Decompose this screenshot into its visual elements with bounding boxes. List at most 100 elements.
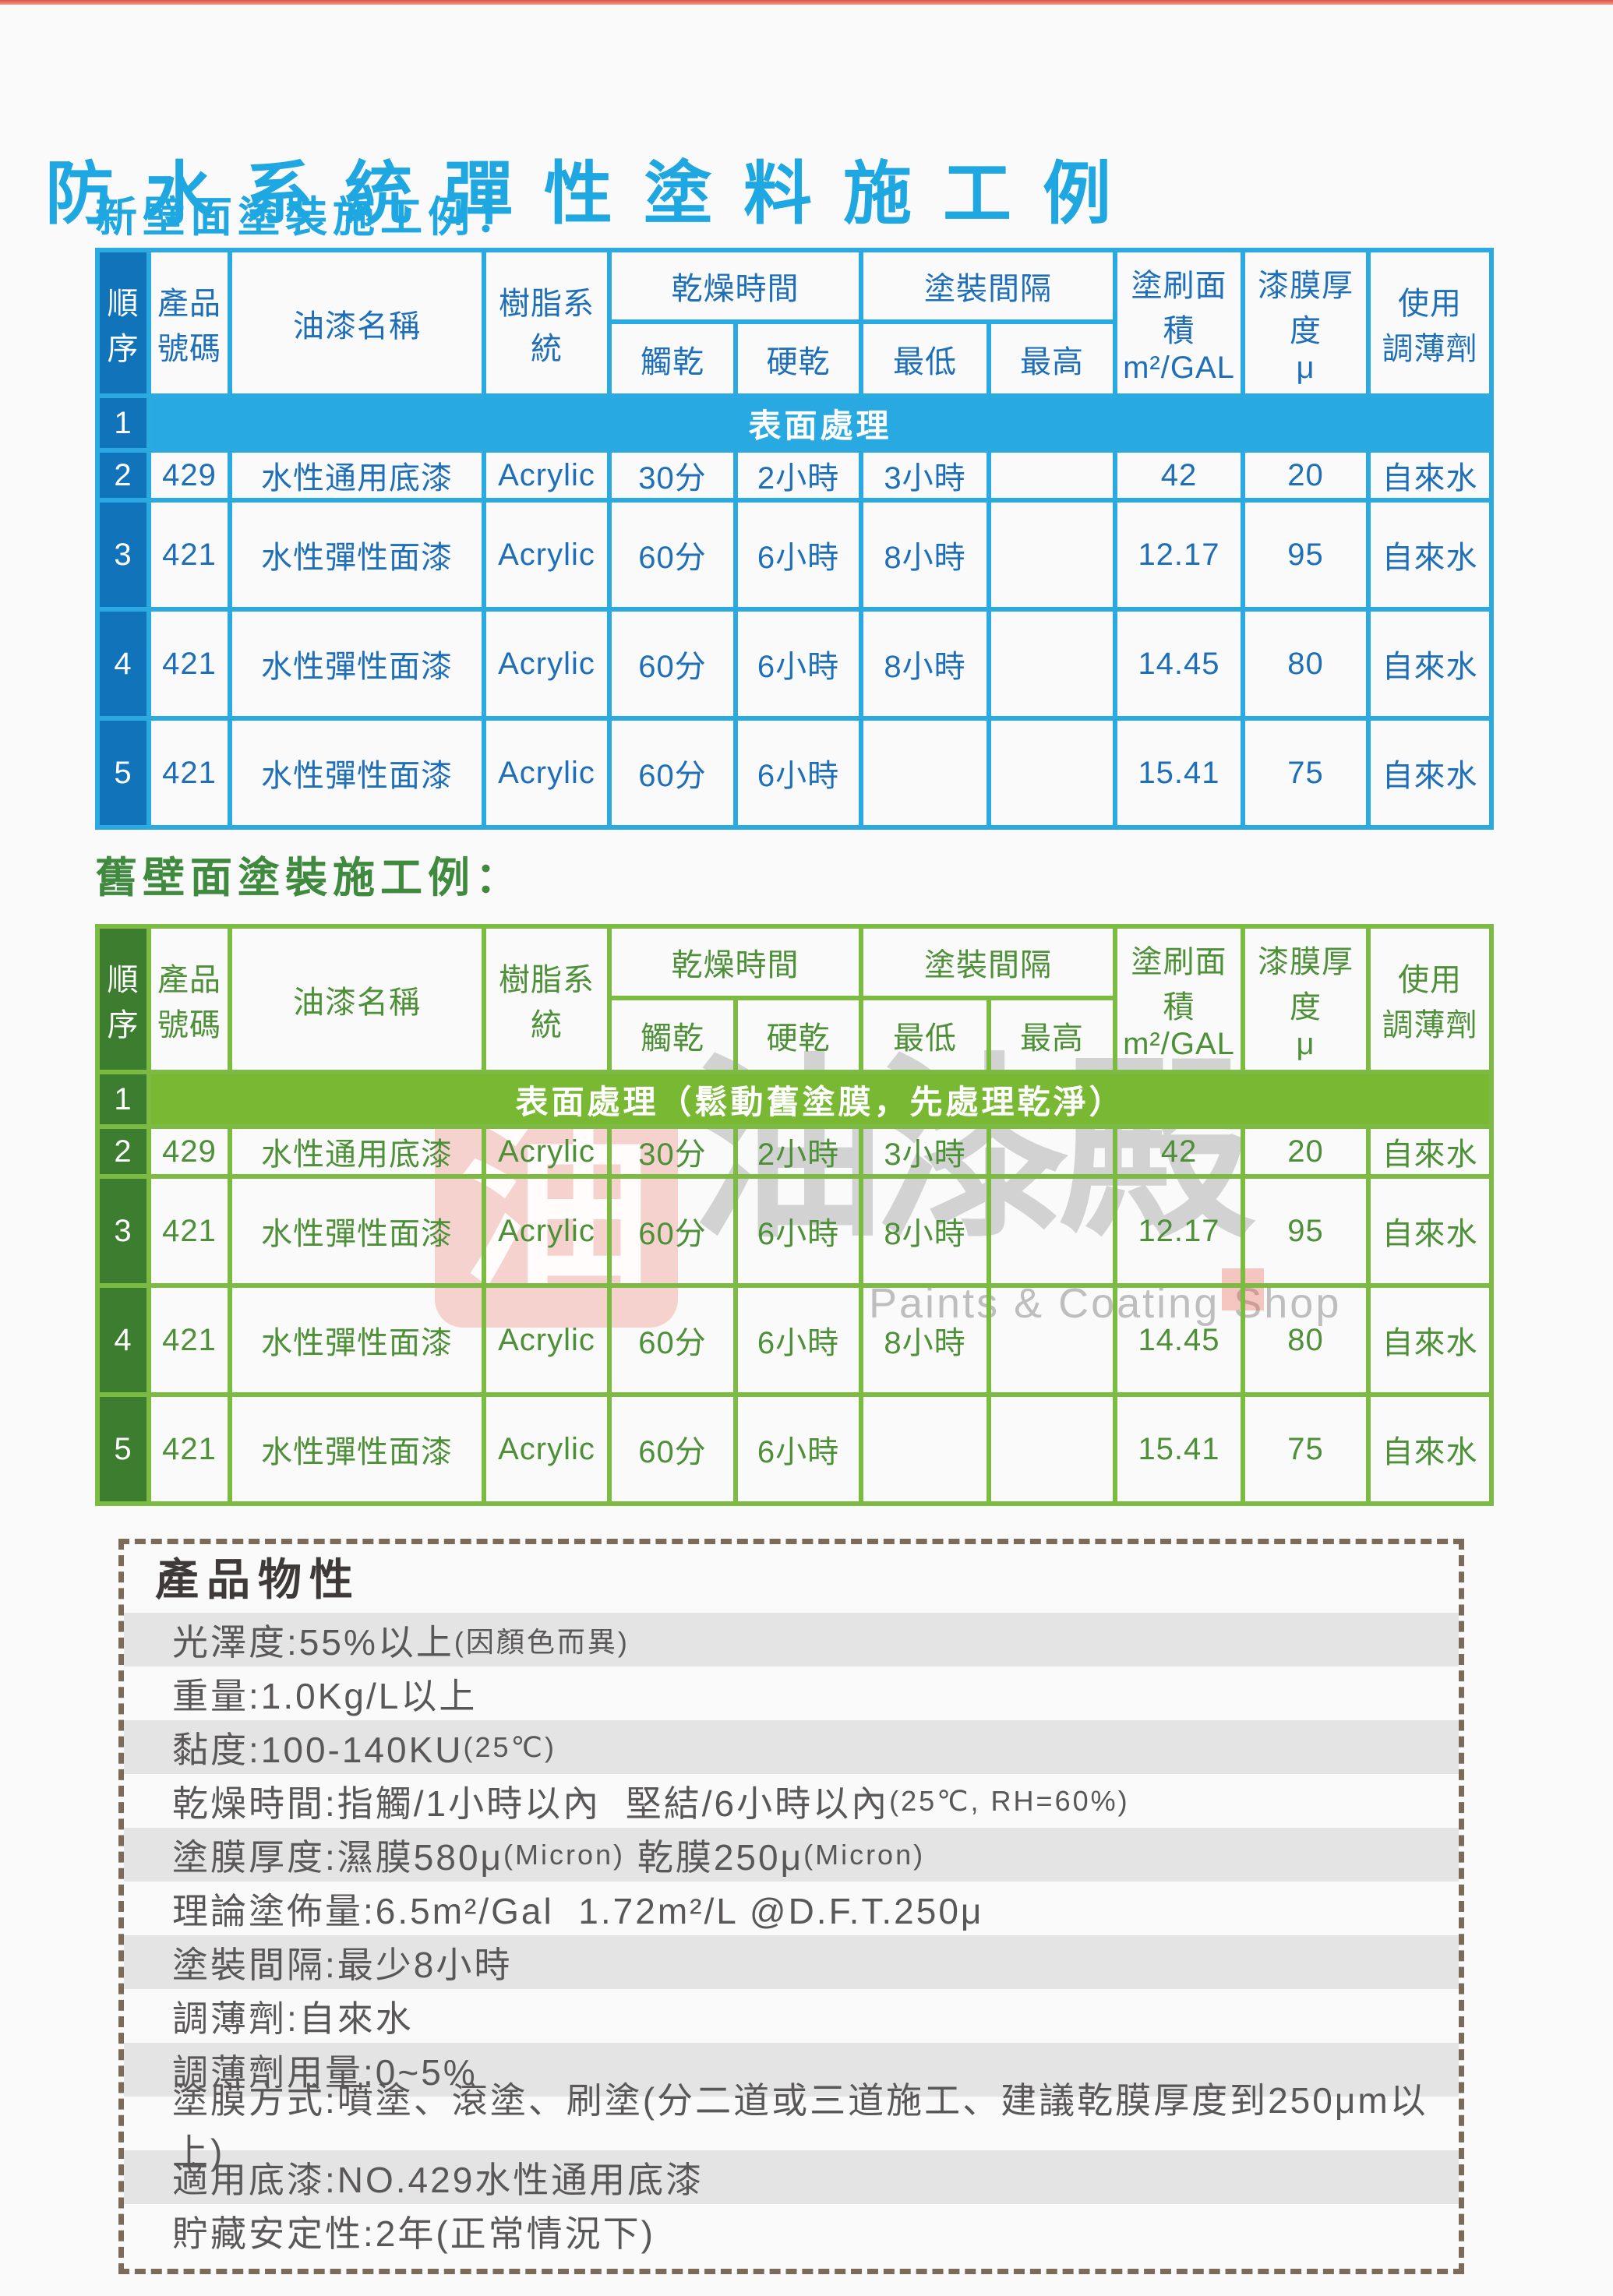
cell-product-no: 429 — [146, 1124, 232, 1179]
property-text: 貯藏安定性:2年(正常情況下) — [172, 2213, 655, 2254]
cell-touch-dry: 60分 — [607, 716, 738, 830]
cell-paint-name: 水性彈性面漆 — [228, 1174, 486, 1288]
cell-resin: Acrylic — [482, 1124, 612, 1179]
property-note: (25℃, RH=60%) — [889, 1784, 1130, 1817]
property-row: 光澤度:55%以上 (因顏色而異) — [124, 1613, 1459, 1666]
cell-area: 15.41 — [1113, 716, 1245, 830]
cell-product-no: 429 — [146, 448, 232, 503]
cell-touch-dry: 60分 — [607, 1174, 738, 1288]
cell-product-no: 421 — [146, 607, 232, 721]
cell-area: 14.45 — [1113, 607, 1245, 721]
cell-resin: Acrylic — [482, 607, 612, 721]
cell-max-interval — [987, 448, 1117, 503]
property-text: 調薄劑:自來水 — [172, 1998, 414, 2039]
header-product-no-text-line: 號碼 — [157, 331, 221, 366]
header-seq-text-line: 順 — [107, 962, 139, 997]
cell-hard-dry: 6小時 — [733, 716, 863, 830]
header-thinner: 使用 調薄劑 — [1366, 248, 1494, 398]
cell-thinner: 自來水 — [1366, 1174, 1494, 1288]
table-row: 2 429 水性通用底漆 Acrylic 30分 2小時 3小時 42 20 自來水 — [95, 448, 1494, 503]
cell-min-interval: 8小時 — [859, 1283, 991, 1397]
header-area-text: 塗刷面積 m²/GAL — [1117, 252, 1241, 393]
header-thinner: 使用 調薄劑 — [1366, 924, 1494, 1074]
cell-paint-name: 水性彈性面漆 — [228, 716, 486, 830]
header-thinner-text-line: 調薄劑 — [1382, 1007, 1478, 1042]
section-heading-new-wall: 新壁面塗裝施工例： — [95, 194, 523, 241]
cell-resin: Acrylic — [482, 1174, 612, 1288]
cell-hard-dry: 6小時 — [733, 498, 863, 612]
header-hard-dry: 硬乾 — [733, 319, 863, 398]
header-thickness-text-line: 漆膜厚度 — [1258, 945, 1354, 1025]
header-seq-text-line: 順 — [107, 286, 139, 321]
cell-thickness: 75 — [1241, 716, 1371, 830]
header-thickness: 漆膜厚度 μ — [1241, 924, 1371, 1074]
cell-thickness: 20 — [1241, 448, 1371, 503]
cell-product-no: 421 — [146, 1283, 232, 1397]
spec-table-new-wall: 順序產品 號碼 油漆名稱 樹脂系統 乾燥時間 塗裝間隔 塗刷面積 m²/GAL 漆膜厚度 μ 使用調… — [95, 247, 1494, 830]
header-product-no-text-line: 產品 — [157, 286, 221, 321]
cell-area: 42 — [1113, 1124, 1245, 1179]
spec-table-mount-old-wall: 順序產品 號碼 油漆名稱 樹脂系統 乾燥時間 塗裝間隔 塗刷面積 m²/GAL 漆膜厚度 μ 使用調… — [95, 923, 1494, 1506]
table-row: 4 421 水性彈性面漆 Acrylic 60分 6小時 8小時 14.45 80 自來水 — [95, 607, 1494, 721]
product-properties-heading: 產品物性 — [155, 1555, 361, 1604]
header-resin-system: 樹脂系統 — [482, 248, 612, 398]
cell-product-no: 421 — [146, 498, 232, 612]
property-row: 黏度:100-140KU (25℃) — [124, 1720, 1459, 1774]
property-text: 光澤度:55%以上 — [172, 1621, 454, 1663]
cell-hard-dry: 6小時 — [733, 1392, 863, 1506]
header-seq-text-line: 序 — [107, 1007, 139, 1042]
property-note: (Micron) — [503, 1838, 626, 1871]
section-heading-old-wall: 舊壁面塗裝施工例： — [95, 855, 523, 901]
header-thickness-text: 漆膜厚度 μ — [1245, 929, 1366, 1070]
spec-table-old-wall: 順序產品 號碼 油漆名稱 樹脂系統 乾燥時間 塗裝間隔 塗刷面積 m²/GAL 漆膜厚度 μ 使用調… — [95, 923, 1494, 1506]
table-row: 2 429 水性通用底漆 Acrylic 30分 2小時 3小時 42 20 自來水 — [95, 1124, 1494, 1179]
cell-area: 42 — [1113, 448, 1245, 503]
cell-touch-dry: 60分 — [607, 498, 738, 612]
cell-thinner: 自來水 — [1366, 1392, 1494, 1506]
cell-thickness: 20 — [1241, 1124, 1371, 1179]
cell-thinner: 自來水 — [1366, 498, 1494, 612]
cell-min-interval: 8小時 — [859, 498, 991, 612]
header-touch-dry: 觸乾 — [607, 996, 738, 1074]
row-seq: 3 — [95, 1174, 151, 1288]
cell-resin: Acrylic — [482, 716, 612, 830]
cell-paint-name: 水性通用底漆 — [228, 1124, 486, 1179]
header-area-text-line: 塗刷面積 — [1131, 269, 1227, 348]
header-thickness-text-line: μ — [1296, 351, 1315, 385]
header-seq-text: 順序 — [100, 947, 146, 1053]
header-product-no: 產品 號碼 — [146, 924, 232, 1074]
table-row: 3 421 水性彈性面漆 Acrylic 60分 6小時 8小時 12.17 95 自來水 — [95, 1174, 1494, 1288]
cell-max-interval — [987, 716, 1117, 830]
cell-min-interval: 3小時 — [859, 1124, 991, 1179]
cell-resin: Acrylic — [482, 448, 612, 503]
table-row: 5 421 水性彈性面漆 Acrylic 60分 6小時 15.41 75 自來水 — [95, 1392, 1494, 1506]
cell-min-interval — [859, 1392, 991, 1506]
header-recoat-interval-group: 塗裝間隔 — [859, 923, 1117, 1001]
cell-paint-name: 水性通用底漆 — [228, 448, 486, 503]
cell-thinner: 自來水 — [1366, 607, 1494, 721]
row-seq: 5 — [95, 716, 151, 830]
header-seq-text-line: 序 — [107, 331, 139, 366]
header-thinner-text-line: 使用 — [1398, 286, 1462, 321]
cell-max-interval — [987, 1283, 1117, 1397]
property-text: 塗裝間隔:最少8小時 — [172, 1944, 513, 1985]
row-seq: 3 — [95, 498, 151, 612]
product-properties-panel: 產品物性 光澤度:55%以上 (因顏色而異) 重量:1.0Kg/L以上 黏度:100-… — [118, 1539, 1464, 2274]
cell-hard-dry: 6小時 — [733, 1174, 863, 1288]
cell-min-interval: 3小時 — [859, 448, 991, 503]
property-row: 塗裝間隔:最少8小時 — [124, 1935, 1459, 1989]
header-product-no-text: 產品 號碼 — [151, 270, 228, 376]
property-row: 重量:1.0Kg/L以上 — [124, 1666, 1459, 1720]
cell-touch-dry: 60分 — [607, 607, 738, 721]
header-product-no-text-line: 號碼 — [157, 1007, 221, 1042]
cell-thickness: 95 — [1241, 1174, 1371, 1288]
header-area-text-line: m²/GAL — [1123, 351, 1235, 385]
cell-hard-dry: 6小時 — [733, 607, 863, 721]
property-text: 理論塗佈量:6.5m²/Gal 1.72m²/L @D.F.T.250μ — [172, 1890, 984, 1931]
cell-min-interval: 8小時 — [859, 1174, 991, 1288]
top-accent-bar — [0, 0, 1613, 5]
property-row: 調薄劑用量:0~5% — [124, 2043, 1459, 2097]
cell-thinner: 自來水 — [1366, 1283, 1494, 1397]
property-row: 貯藏安定性:2年(正常情況下) — [124, 2204, 1459, 2258]
